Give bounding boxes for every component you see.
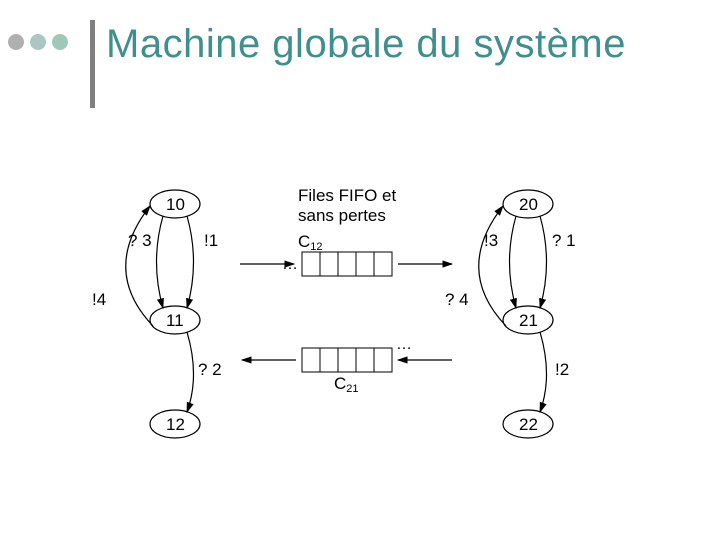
label-c12: C12 [298,232,323,253]
slide-root: Machine globale du système [0,0,720,540]
label-state-20: 20 [519,195,538,215]
dots-c12-left: … [282,256,298,274]
diagram-layer [0,0,720,540]
edge-11-12 [187,332,194,412]
label-edge-b2: !2 [555,360,569,380]
label-edge-b4: !4 [92,290,106,310]
label-edge-b3: !3 [484,231,498,251]
label-c21: C21 [334,374,359,395]
label-state-11: 11 [166,311,184,331]
edge-21-20-loop [479,206,506,326]
label-state-21: 21 [519,311,538,331]
label-edge-q2: ? 2 [198,360,222,380]
label-c21-sub: 21 [346,383,358,395]
label-state-10: 10 [166,195,185,215]
label-edge-q4: ? 4 [445,290,469,310]
label-edge-b1: !1 [204,231,218,251]
label-c12-sub: 12 [310,241,322,253]
fifo-c21 [242,348,452,372]
edge-20-21-right [540,216,547,308]
fifo-c12 [240,252,452,276]
label-edge-q1: ? 1 [552,231,576,251]
edge-11-10-loop [126,206,153,326]
left-machine [126,190,200,438]
right-machine [479,190,553,438]
label-edge-q3: ? 3 [128,231,152,251]
edge-10-11-left [157,216,164,308]
dots-c21-right: … [396,336,412,354]
edge-20-21-left [510,216,517,308]
edge-21-22 [540,332,547,412]
label-state-12: 12 [166,415,185,435]
edge-10-11-right [187,216,194,308]
label-c12-c: C [298,232,310,251]
label-state-22: 22 [519,415,538,435]
fifo-caption-line2: sans pertes [298,206,386,226]
label-c21-c: C [334,374,346,393]
fifo-caption-line1: Files FIFO et [298,186,396,206]
